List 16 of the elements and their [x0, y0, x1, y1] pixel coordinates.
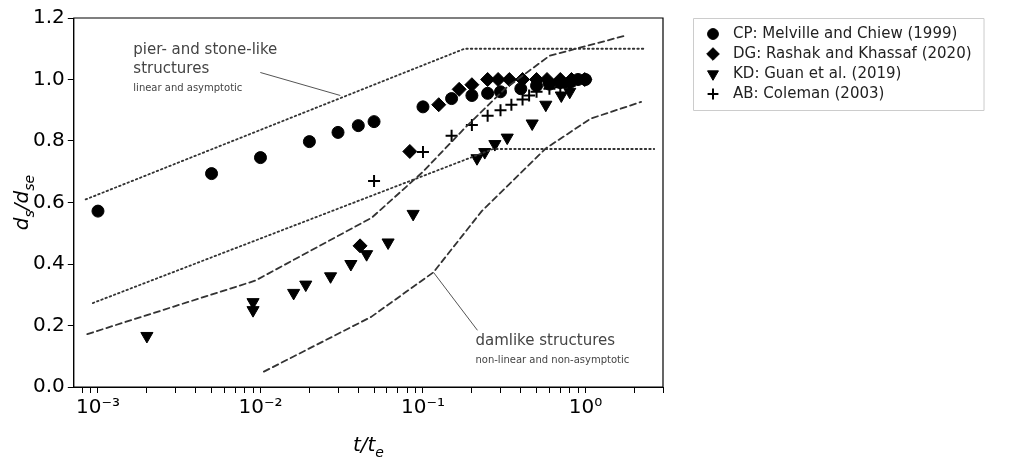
annotation: pier- and stone-like structures linear and asymptotic — [133, 40, 278, 94]
x-tick-label: 10⁻¹ — [400, 394, 445, 419]
x-tick-label: 10⁻³ — [75, 394, 120, 419]
y-tick-label: 1.2 — [32, 4, 65, 29]
legend-label: CP: Melville and Chiew (1999) — [733, 23, 958, 42]
annotation: damlike structures non-linear and non-asymptotic — [475, 331, 630, 366]
legend-label: KD: Guan et al. (2019) — [733, 63, 902, 82]
y-tick-label: 0.4 — [32, 250, 65, 275]
x-tick-label: 10⁻² — [238, 394, 283, 419]
y-tick-label: 0.2 — [32, 311, 65, 336]
y-tick-label: 1.0 — [32, 65, 65, 90]
x-tick-label: 10⁰ — [568, 394, 603, 419]
y-tick-label: 0.8 — [32, 127, 65, 152]
legend-label: DG: Rashak and Khassaf (2020) — [733, 43, 972, 62]
y-tick-label: 0.0 — [32, 373, 65, 398]
legend-label: AB: Coleman (2003) — [733, 83, 885, 102]
